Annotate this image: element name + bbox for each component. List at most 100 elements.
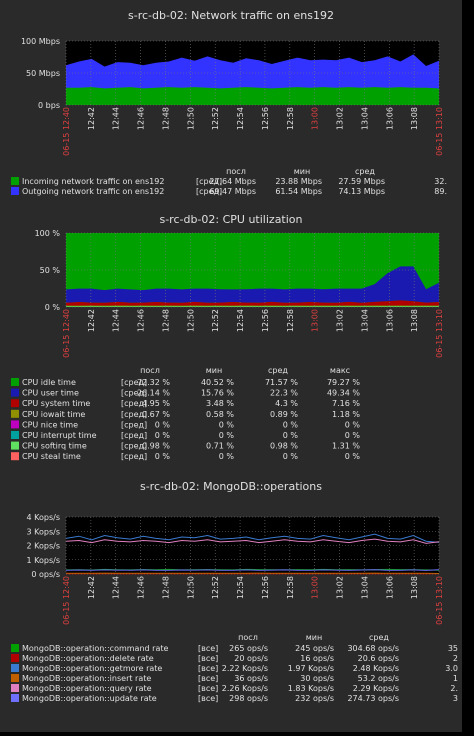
x-tick-label: 12:56 (261, 309, 270, 332)
legend-stat-value: 89. (434, 187, 447, 196)
legend-stat-value: 0 % (155, 431, 171, 440)
scroll-strip[interactable] (462, 0, 474, 732)
x-tick-label: 12:44 (112, 309, 121, 332)
x-tick-label: 13:04 (360, 107, 369, 130)
y-tick-label: 1 Kops/s (27, 556, 60, 565)
legend-stat-value: 232 ops/s (295, 694, 334, 703)
legend-stat-value: 2. (450, 684, 458, 693)
x-tick-label: 12:50 (186, 107, 195, 130)
legend-stat-value: 2.29 Kops/s (353, 684, 399, 693)
x-tick-label: 12:54 (236, 107, 245, 130)
x-tick-label: 13:06 (385, 576, 394, 599)
x-tick-label: 12:50 (186, 309, 195, 332)
legend-series-name: CPU idle time (22, 378, 76, 387)
legend-column-header: мин (294, 167, 310, 176)
x-tick-label: 12:48 (161, 576, 170, 599)
legend-stat-value: 7.16 % (332, 399, 360, 408)
legend-series-name: CPU system time (22, 399, 90, 408)
legend-stat-value: 40.52 % (201, 378, 234, 387)
x-tick-label: 06-15 12:40 (62, 107, 71, 156)
legend-stat-value: 20.6 ops/s (358, 654, 399, 663)
legend-series-name: CPU softirq time (22, 442, 87, 451)
x-tick-label: 13:00 (311, 107, 320, 130)
legend-series-name: MongoDB::operation::delete rate (22, 654, 154, 663)
legend-stat-value: 4.3 % (275, 399, 298, 408)
legend-stat-value: 27.64 Mbps (209, 177, 256, 186)
legend-row: MongoDB::operation::command rate[все]265… (11, 644, 458, 653)
y-tick-label: 50 Mbps (26, 69, 60, 78)
x-tick-label: 13:00 (311, 309, 320, 332)
x-tick-label: 12:44 (112, 576, 121, 599)
legend-stat-value: 265 ops/s (229, 644, 268, 653)
x-tick-label: 12:50 (186, 576, 195, 599)
y-tick-label: 0 % (45, 303, 61, 312)
x-tick-label: 12:46 (137, 309, 146, 332)
y-tick-label: 2 Kops/s (27, 542, 60, 551)
legend-aggregate: [сред] (121, 431, 147, 440)
legend-stat-value: 1.18 % (332, 410, 360, 419)
x-tick-label: 06-15 13:10 (435, 107, 444, 156)
legend-stat-value: 0.98 % (142, 442, 170, 451)
legend-stat-value: 61.54 Mbps (275, 187, 322, 196)
x-tick-label: 13:04 (360, 309, 369, 332)
legend-stat-value: 0.89 % (270, 410, 298, 419)
legend-column-header: посл (238, 633, 258, 642)
legend-stat-value: 0 % (219, 431, 235, 440)
y-tick-label: 100 % (35, 229, 61, 238)
x-tick-label: 12:58 (286, 107, 295, 130)
legend-stat-value: 0 % (219, 420, 235, 429)
legend-stat-value: 274.73 ops/s (347, 694, 399, 703)
legend-row: MongoDB::operation::delete rate[все]20 o… (11, 654, 458, 663)
legend-stat-value: 298 ops/s (229, 694, 268, 703)
legend-row: CPU steal time[сред]0 %0 %0 %0 % (11, 452, 360, 461)
chart-title: s-rc-db-02: CPU utilization (159, 213, 302, 226)
legend-swatch (11, 674, 19, 682)
legend-swatch (11, 389, 19, 397)
legend-swatch (11, 410, 19, 418)
legend-stat-value: 1.31 % (332, 442, 360, 451)
x-tick-label: 06-15 12:40 (62, 309, 71, 358)
legend-aggregate: [все] (198, 684, 218, 693)
legend-row: Incoming network traffic on ens192[сред]… (11, 177, 447, 186)
x-tick-label: 13:02 (336, 309, 345, 332)
legend-row: CPU iowait time[сред]0.67 %0.58 %0.89 %1… (11, 410, 360, 419)
legend-stat-value: 71.57 % (265, 378, 298, 387)
legend-series-name: MongoDB::operation::update rate (22, 694, 157, 703)
legend-stat-value: 3.48 % (206, 399, 234, 408)
y-tick-label: 50 % (40, 266, 61, 275)
legend-stat-value: 2 (453, 654, 458, 663)
x-tick-label: 13:02 (336, 576, 345, 599)
legend-stat-value: 0 % (283, 431, 299, 440)
legend-swatch (11, 452, 19, 460)
legend-stat-value: 0 % (345, 420, 361, 429)
legend-stat-value: 0 % (345, 431, 361, 440)
legend-stat-value: 1 (453, 674, 458, 683)
y-tick-label: 0 ops/s (31, 570, 60, 579)
x-tick-label: 13:06 (385, 309, 394, 332)
legend-series-name: CPU nice time (22, 420, 78, 429)
x-tick-label: 06-15 12:40 (62, 576, 71, 625)
legend-row: CPU idle time[сред]72.32 %40.52 %71.57 %… (11, 378, 360, 387)
legend-aggregate: [сред] (121, 452, 147, 461)
x-tick-label: 13:08 (410, 576, 419, 599)
legend-column-header: сред (355, 167, 375, 176)
legend-series-name: MongoDB::operation::command rate (22, 644, 168, 653)
x-tick-label: 12:54 (236, 309, 245, 332)
x-tick-label: 12:52 (211, 576, 220, 599)
x-tick-label: 12:58 (286, 576, 295, 599)
legend-swatch (11, 694, 19, 702)
legend-row: MongoDB::operation::update rate[все]298 … (11, 694, 458, 703)
legend-stat-value: 53.2 ops/s (358, 674, 399, 683)
x-tick-label: 12:48 (161, 107, 170, 130)
legend-column-header: мин (306, 633, 322, 642)
x-tick-label: 12:56 (261, 576, 270, 599)
legend-stat-value: 3.0 (445, 664, 458, 673)
legend-stat-value: 0 % (155, 452, 171, 461)
legend-row: CPU softirq time[сред]0.98 %0.71 %0.98 %… (11, 442, 360, 451)
legend-swatch (11, 442, 19, 450)
x-tick-label: 12:46 (137, 107, 146, 130)
x-tick-label: 12:44 (112, 107, 121, 130)
legend-swatch (11, 431, 19, 439)
